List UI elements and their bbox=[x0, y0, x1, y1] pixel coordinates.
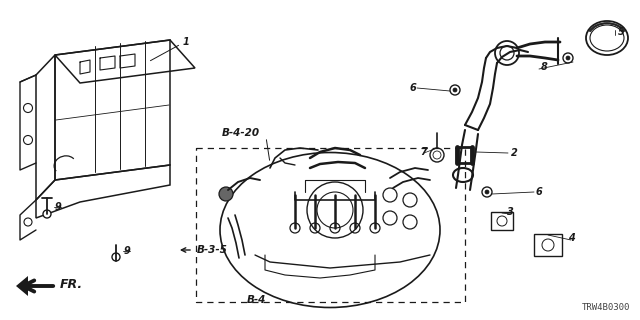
Text: 6: 6 bbox=[409, 83, 416, 93]
Text: TRW4B0300: TRW4B0300 bbox=[582, 303, 630, 312]
Text: 9: 9 bbox=[124, 246, 131, 256]
Circle shape bbox=[43, 210, 51, 218]
Bar bbox=[196, 148, 465, 302]
Text: 1: 1 bbox=[183, 37, 189, 47]
Circle shape bbox=[453, 88, 457, 92]
Circle shape bbox=[112, 253, 120, 261]
Text: 8: 8 bbox=[541, 62, 548, 72]
Text: 4: 4 bbox=[568, 233, 574, 243]
Text: 6: 6 bbox=[536, 187, 543, 197]
Text: 9: 9 bbox=[55, 202, 61, 212]
Text: B-4: B-4 bbox=[247, 295, 266, 305]
Circle shape bbox=[219, 187, 233, 201]
Text: 5: 5 bbox=[618, 27, 625, 37]
Text: 3: 3 bbox=[507, 207, 513, 217]
Text: 7: 7 bbox=[420, 147, 428, 157]
Text: B-4-20: B-4-20 bbox=[222, 128, 260, 138]
Circle shape bbox=[566, 56, 570, 60]
Text: FR.: FR. bbox=[60, 278, 83, 292]
Polygon shape bbox=[16, 276, 28, 296]
Text: 2: 2 bbox=[511, 148, 518, 158]
Circle shape bbox=[485, 190, 489, 194]
Text: B-3-5: B-3-5 bbox=[197, 245, 228, 255]
